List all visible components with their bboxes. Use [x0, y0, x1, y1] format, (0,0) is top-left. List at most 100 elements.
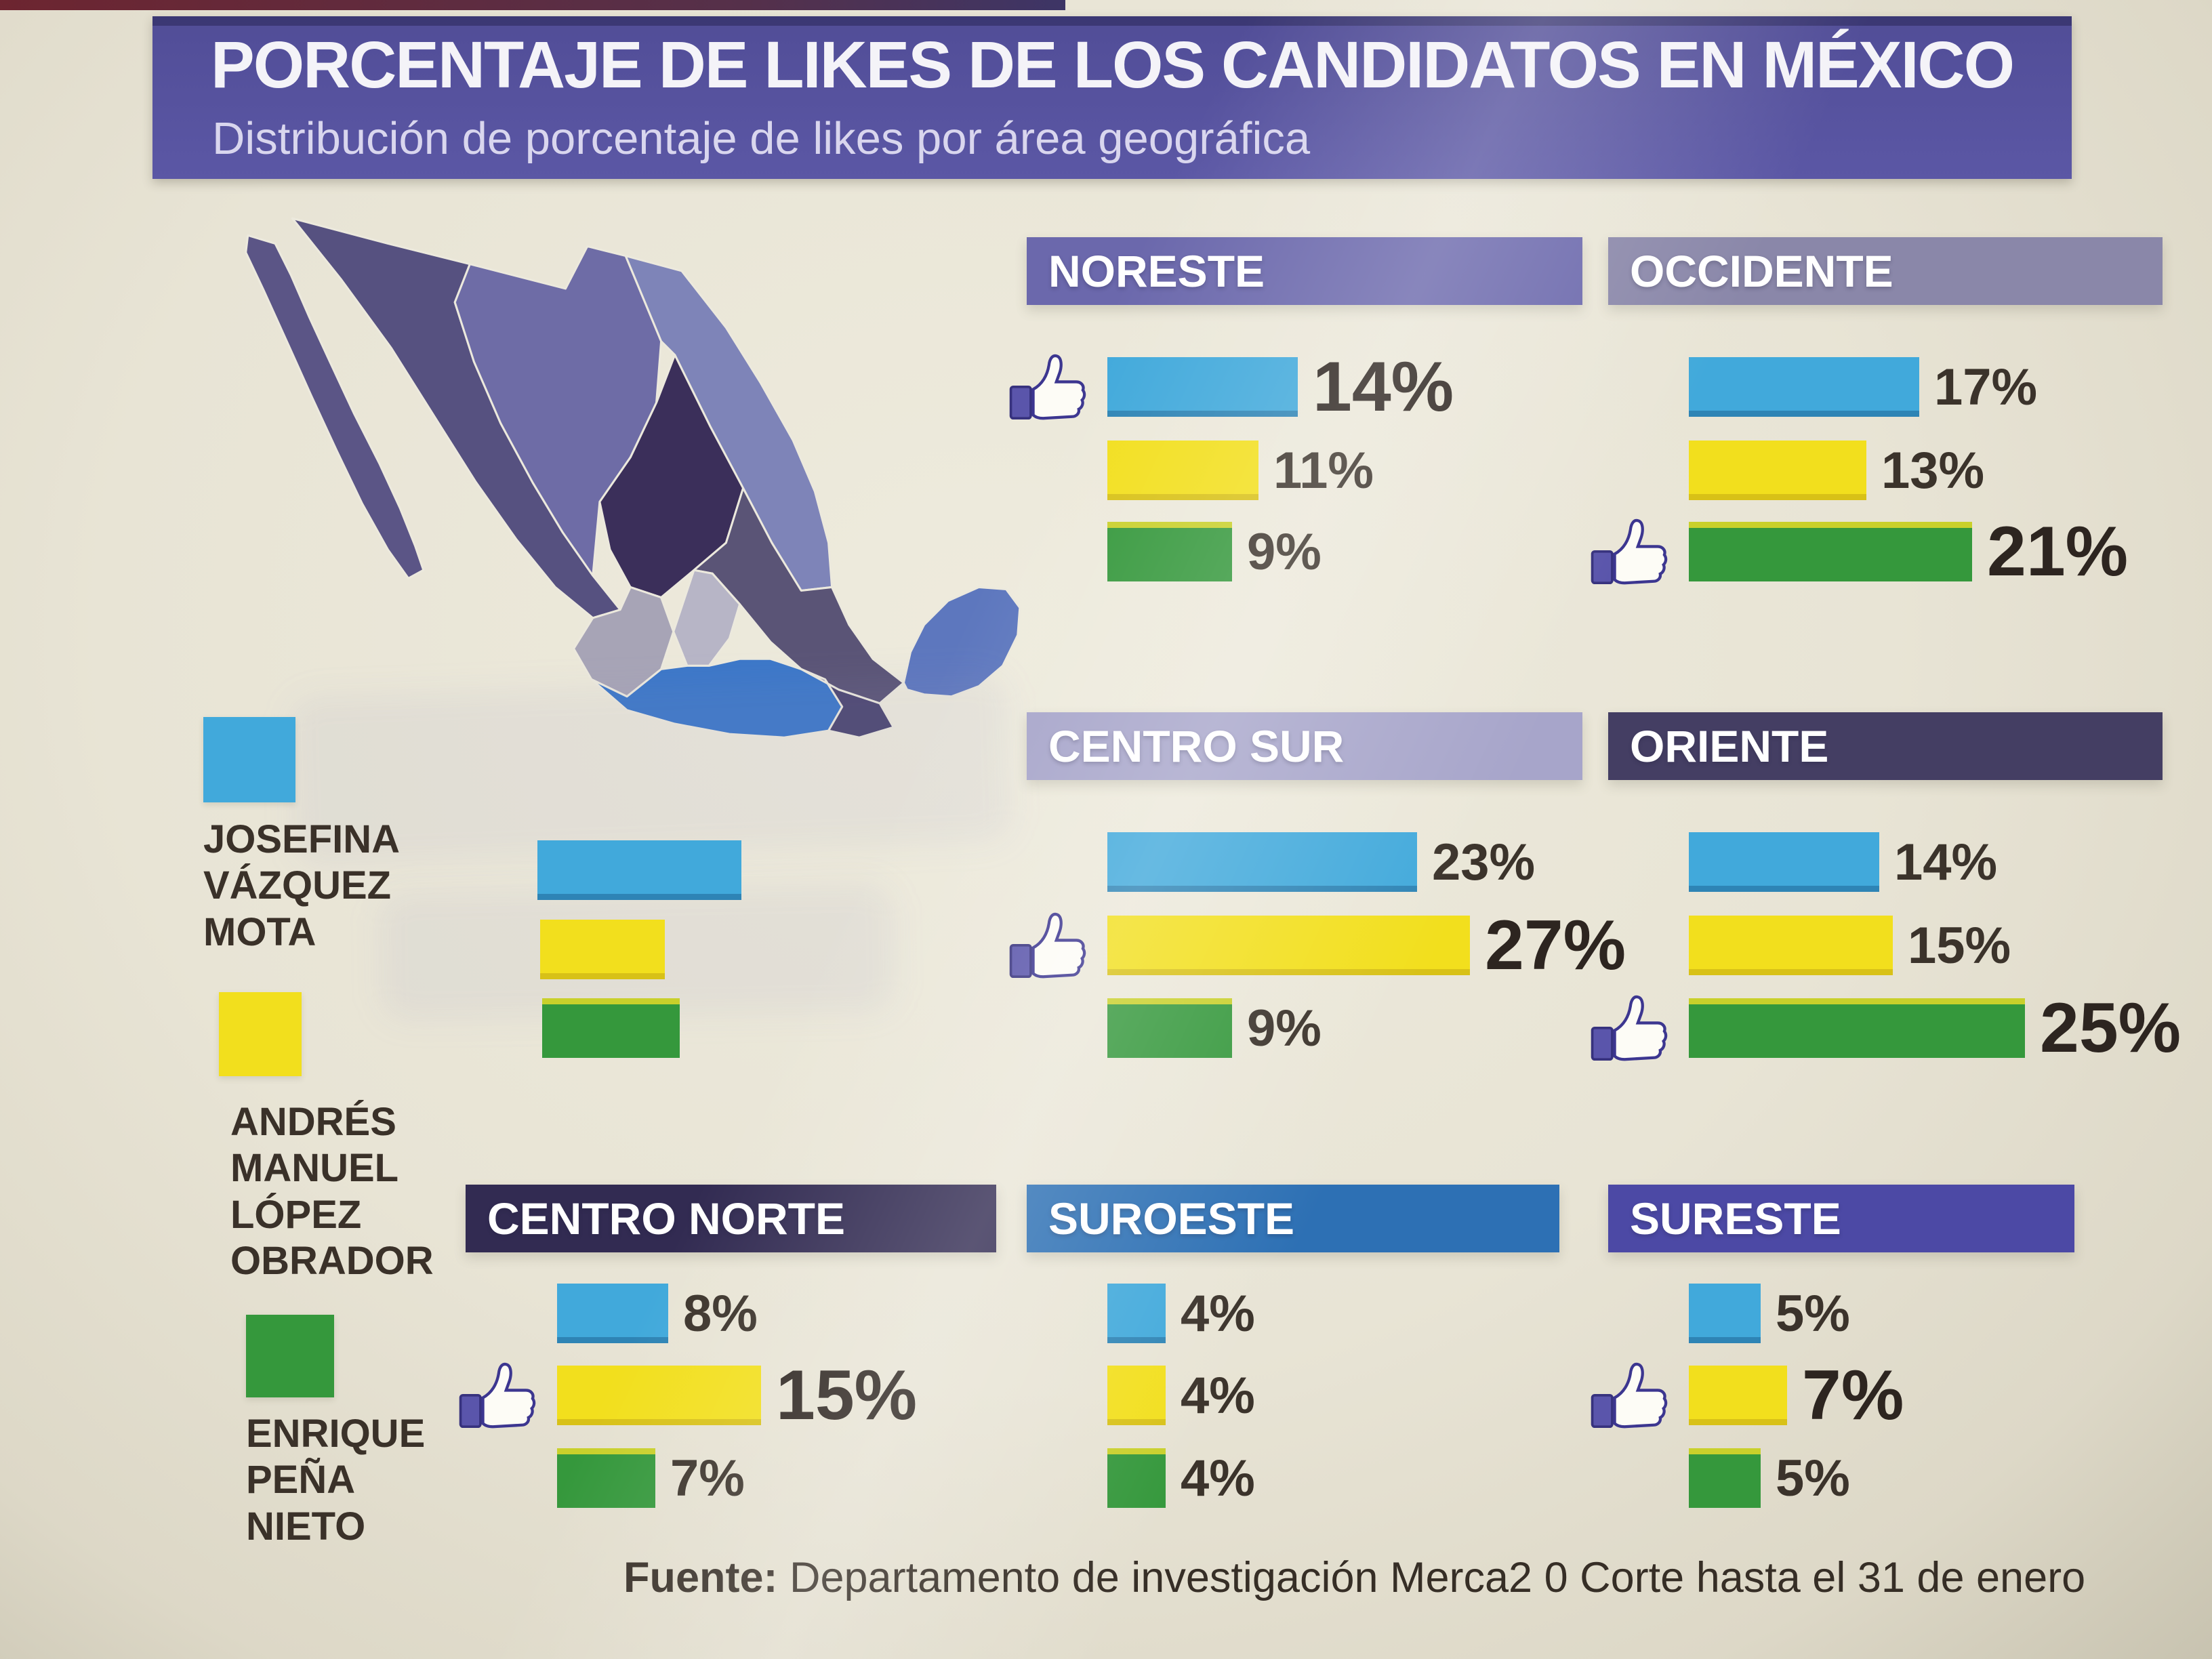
- mexico-map: [183, 183, 1037, 745]
- bar-centro_sur-amlo: [1107, 916, 1470, 975]
- bar-row-sureste-amlo: 7%: [1689, 1356, 1904, 1435]
- percent-label-centro_norte-epn: 7%: [670, 1449, 745, 1507]
- source-prefix: Fuente:: [623, 1554, 778, 1601]
- unlabeled-bar-epn: [542, 998, 680, 1058]
- like-thumb-icon: [1591, 1362, 1668, 1429]
- percent-label-suroeste-epn: 4%: [1181, 1449, 1255, 1507]
- bar-centro_sur-jvm: [1107, 832, 1417, 892]
- map-region-occidente: [573, 586, 675, 698]
- region-header-centro_sur: CENTRO SUR: [1027, 712, 1582, 780]
- bar-suroeste-jvm: [1107, 1284, 1166, 1343]
- like-thumb-oriente: [1587, 991, 1675, 1066]
- bar-occidente-jvm: [1689, 357, 1919, 417]
- region-header-label: SUROESTE: [1048, 1193, 1295, 1244]
- unlabeled-bar-jvm: [537, 840, 741, 900]
- like-thumb-centro_sur: [1006, 909, 1094, 983]
- percent-label-sureste-amlo: 7%: [1802, 1355, 1904, 1435]
- like-thumb-sureste: [1587, 1359, 1675, 1433]
- bar-occidente-amlo: [1689, 441, 1866, 500]
- percent-label-noreste-epn: 9%: [1247, 523, 1322, 581]
- legend-label-amlo: ANDRÉS MANUEL LÓPEZ OBRADOR: [230, 1100, 434, 1284]
- bar-noreste-epn: [1107, 522, 1232, 581]
- region-header-occidente: OCCIDENTE: [1608, 237, 2163, 305]
- percent-label-suroeste-amlo: 4%: [1181, 1366, 1255, 1425]
- percent-label-centro_norte-amlo: 15%: [776, 1355, 918, 1435]
- percent-label-sureste-epn: 5%: [1776, 1449, 1850, 1507]
- bar-sureste-jvm: [1689, 1284, 1761, 1343]
- bar-row-oriente-amlo: 15%: [1689, 916, 2011, 975]
- bar-noreste-amlo: [1107, 441, 1258, 500]
- bar-row-noreste-amlo: 11%: [1107, 441, 1374, 500]
- legend-swatch-epn: [246, 1315, 334, 1397]
- unlabeled-bar-amlo: [540, 920, 665, 979]
- like-thumb-occidente: [1587, 515, 1675, 590]
- map-region-sureste-dark: [800, 668, 895, 739]
- bar-sureste-epn: [1689, 1448, 1761, 1508]
- bar-row-suroeste-amlo: 4%: [1107, 1366, 1255, 1425]
- region-header-label: CENTRO SUR: [1048, 721, 1345, 771]
- bar-row-suroeste-jvm: 4%: [1107, 1284, 1255, 1343]
- bar-row-centro_sur-epn: 9%: [1107, 998, 1322, 1058]
- percent-label-suroeste-jvm: 4%: [1181, 1284, 1255, 1343]
- percent-label-noreste-amlo: 11%: [1273, 441, 1374, 499]
- region-header-oriente: ORIENTE: [1608, 712, 2163, 780]
- region-header-noreste: NORESTE: [1027, 237, 1582, 305]
- region-header-label: ORIENTE: [1630, 721, 1829, 771]
- percent-label-oriente-jvm: 14%: [1894, 833, 1998, 891]
- bar-row-noreste-jvm: 14%: [1107, 348, 1454, 426]
- legend-swatch-amlo: [219, 992, 302, 1076]
- region-header-centro_norte: CENTRO NORTE: [466, 1185, 996, 1252]
- bar-row-occidente-epn: 21%: [1689, 512, 2128, 591]
- bar-centro_norte-jvm: [557, 1284, 668, 1343]
- region-header-label: SURESTE: [1630, 1193, 1841, 1244]
- percent-label-centro_sur-amlo: 27%: [1485, 905, 1626, 985]
- like-thumb-icon: [1009, 912, 1086, 979]
- like-thumb-centro_norte: [455, 1359, 544, 1433]
- percent-label-occidente-jvm: 17%: [1934, 358, 2038, 416]
- legend-swatch-jvm: [203, 717, 295, 802]
- like-thumb-icon: [459, 1362, 536, 1429]
- bar-row-occidente-amlo: 13%: [1689, 441, 1984, 500]
- page-subtitle: Distribución de porcentaje de likes por …: [212, 113, 1311, 164]
- region-header-label: OCCIDENTE: [1630, 246, 1893, 296]
- legend-label-jvm: JOSEFINA VÁZQUEZ MOTA: [203, 817, 401, 954]
- source-text: Departamento de investigación Merca2 0 C…: [777, 1554, 2086, 1601]
- bar-oriente-amlo: [1689, 916, 1893, 975]
- bar-centro_sur-epn: [1107, 998, 1232, 1058]
- bar-centro_norte-epn: [557, 1448, 655, 1508]
- bar-row-suroeste-epn: 4%: [1107, 1448, 1255, 1508]
- page-title: PORCENTAJE DE LIKES DE LOS CANDIDATOS EN…: [211, 28, 2015, 102]
- bar-suroeste-amlo: [1107, 1366, 1166, 1425]
- region-header-sureste: SURESTE: [1608, 1185, 2074, 1252]
- bar-row-sureste-jvm: 5%: [1689, 1284, 1850, 1343]
- mexico-map-svg: [245, 217, 1021, 739]
- region-header-suroeste: SUROESTE: [1027, 1185, 1559, 1252]
- percent-label-noreste-jvm: 14%: [1313, 347, 1454, 426]
- percent-label-occidente-amlo: 13%: [1881, 441, 1985, 499]
- bar-oriente-epn: [1689, 998, 2025, 1058]
- bar-row-centro_sur-amlo: 27%: [1107, 906, 1626, 985]
- bar-row-noreste-epn: 9%: [1107, 522, 1322, 581]
- percent-label-oriente-amlo: 15%: [1908, 916, 2011, 975]
- bar-row-oriente-jvm: 14%: [1689, 832, 1997, 892]
- bar-row-sureste-epn: 5%: [1689, 1448, 1850, 1508]
- map-region-yucatan: [902, 586, 1021, 698]
- source-note: Fuente: Departamento de investigación Me…: [623, 1553, 2085, 1602]
- legend-label-epn: ENRIQUE PEÑA NIETO: [246, 1412, 426, 1549]
- percent-label-centro_norte-jvm: 8%: [683, 1284, 758, 1343]
- bar-row-oriente-epn: 25%: [1689, 989, 2181, 1067]
- like-thumb-icon: [1009, 354, 1086, 420]
- bar-oriente-jvm: [1689, 832, 1879, 892]
- map-region-baja: [245, 234, 425, 579]
- percent-label-sureste-jvm: 5%: [1776, 1284, 1850, 1343]
- bar-row-centro_sur-jvm: 23%: [1107, 832, 1535, 892]
- page-top-edge: [0, 0, 1065, 10]
- title-banner: PORCENTAJE DE LIKES DE LOS CANDIDATOS EN…: [152, 16, 2072, 179]
- like-thumb-noreste: [1006, 350, 1094, 425]
- bar-row-centro_norte-epn: 7%: [557, 1448, 745, 1508]
- percent-label-occidente-epn: 21%: [1987, 512, 2129, 591]
- percent-label-oriente-epn: 25%: [2040, 988, 2182, 1067]
- like-thumb-icon: [1591, 518, 1668, 585]
- bar-sureste-amlo: [1689, 1366, 1787, 1425]
